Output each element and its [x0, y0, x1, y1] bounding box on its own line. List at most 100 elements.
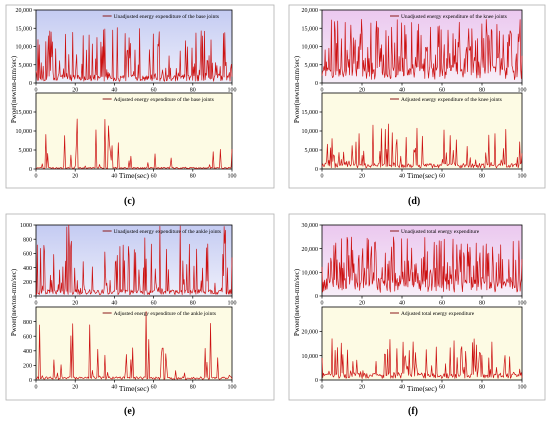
y-tick-label: 0 [315, 167, 318, 173]
legend: Adjusted total energy expenditure [390, 311, 475, 317]
series-line [321, 236, 523, 293]
x-tick-label: 20 [359, 385, 365, 391]
y-tick-label: 400 [23, 266, 32, 272]
y-tick-label: 0 [29, 81, 32, 87]
x-tick-label: 0 [321, 385, 324, 391]
x-tick-label: 0 [35, 88, 38, 94]
legend: Unadjusted energy expenditure of the kne… [390, 13, 507, 20]
legend: Adjusted energy expenditure of the base … [102, 96, 214, 103]
panel-top: 0 10,000 20,000 30,000 0 20 40 60 80 100 Unadjuste… [302, 223, 527, 306]
x-tick-label: 60 [151, 301, 157, 307]
y-tick-label: 10,000 [302, 45, 319, 51]
x-tick-label: 60 [439, 301, 445, 307]
panel-top: 0 200 400 600 800 1000 0 20 40 60 80 100 Unadjusted … [20, 223, 237, 306]
x-axis-label: Time(sec) [407, 171, 438, 180]
legend-label: Unadjusted energy expenditure of the kne… [401, 13, 507, 20]
y-tick-label: 200 [23, 364, 32, 370]
y-tick-label: 10,000 [302, 271, 319, 277]
legend: Unadjusted energy expenditure of the bas… [102, 13, 219, 20]
x-tick-label: 0 [35, 301, 38, 307]
series-line [35, 311, 233, 380]
x-tick-label: 40 [111, 88, 117, 94]
y-tick-label: 1000 [20, 223, 32, 229]
y-tick-label: 0 [315, 294, 318, 300]
x-tick-label: 0 [35, 174, 38, 180]
series-line [321, 18, 523, 80]
x-axis-label: Time(sec) [119, 171, 150, 180]
x-tick-label: 60 [439, 174, 445, 180]
caption-e: (e) [124, 406, 136, 417]
x-tick-label: 100 [518, 301, 527, 307]
series-line [35, 224, 233, 296]
y-tick-label: 10,000 [302, 129, 319, 135]
x-tick-label: 40 [399, 88, 405, 94]
x-tick-label: 100 [518, 174, 527, 180]
y-tick-label: 0 [29, 294, 32, 300]
panel-top: 0 5,000 10,000 15,000 20,000 0 20 40 60 80 100 Unad… [302, 8, 527, 93]
caption-d: (d) [408, 196, 421, 207]
x-tick-label: 0 [35, 385, 38, 391]
x-tick-label: 20 [359, 174, 365, 180]
series-line [321, 123, 523, 169]
chart-f: 0 10,000 20,000 30,000 0 20 40 60 80 100 Unadjuste… [288, 213, 546, 401]
plot-area [35, 92, 233, 170]
x-tick-label: 40 [399, 174, 405, 180]
legend-label: Adjusted energy expenditure of the knee … [401, 96, 502, 103]
figure-frame [288, 213, 546, 401]
x-tick-label: 40 [111, 174, 117, 180]
x-axis-label: Time(sec) [407, 384, 438, 393]
chart-c: 0 5,000 10,000 15,000 20,000 0 20 40 60 80 100 Unad… [5, 4, 275, 189]
y-tick-label: 10,000 [302, 354, 319, 360]
y-tick-label: 5,000 [19, 63, 33, 69]
panel-bottom: 0 5,000 10,000 15,000 0 20 40 60 80 100 Adjusted e… [16, 92, 237, 180]
x-tick-label: 20 [359, 301, 365, 307]
y-tick-label: 20,000 [302, 330, 319, 336]
x-tick-label: 80 [479, 88, 485, 94]
legend-label: Adjusted total energy expenditure [401, 311, 475, 317]
y-tick-label: 5,000 [305, 63, 319, 69]
legend-label: Unadjusted total energy expenditure [401, 229, 480, 235]
panel-bottom: 0 10,000 20,000 0 20 40 60 80 100 Adjusted total … [302, 306, 527, 391]
x-tick-label: 20 [72, 174, 78, 180]
x-tick-label: 80 [190, 301, 196, 307]
x-tick-label: 60 [439, 88, 445, 94]
plot-area [35, 306, 233, 381]
x-tick-label: 60 [151, 88, 157, 94]
panel-bottom: 0 200 400 600 800 0 20 40 60 80 100 Adjusted energy… [23, 306, 237, 391]
y-tick-label: 15,000 [302, 26, 319, 32]
x-tick-label: 20 [72, 88, 78, 94]
x-tick-label: 0 [321, 174, 324, 180]
x-tick-label: 60 [439, 385, 445, 391]
y-tick-label: 0 [315, 81, 318, 87]
x-tick-label: 100 [228, 88, 237, 94]
panel-bottom: 0 5,000 10,000 15,000 0 20 40 60 80 100 Adjusted e… [302, 92, 527, 180]
figure-frame [5, 4, 275, 189]
y-axis-label: Pwoer(newton-mm/sec) [293, 55, 301, 123]
x-tick-label: 40 [111, 301, 117, 307]
legend: Unadjusted energy expenditure of the ank… [102, 228, 221, 235]
series-line [35, 118, 233, 170]
y-tick-label: 800 [23, 320, 32, 326]
chart-d: 0 5,000 10,000 15,000 20,000 0 20 40 60 80 100 Unad… [288, 4, 546, 189]
legend: Adjusted energy expenditure of the ankle… [102, 310, 216, 317]
legend-label: Adjusted energy expenditure of the base … [114, 96, 214, 103]
x-tick-label: 80 [190, 385, 196, 391]
x-tick-label: 20 [72, 301, 78, 307]
legend: Adjusted energy expenditure of the knee … [390, 96, 502, 103]
x-tick-label: 60 [151, 174, 157, 180]
x-tick-label: 80 [479, 174, 485, 180]
y-tick-label: 200 [23, 280, 32, 286]
x-axis-label: Time(sec) [119, 384, 150, 393]
caption-f: (f) [408, 406, 418, 417]
y-tick-label: 0 [29, 167, 32, 173]
x-tick-label: 60 [151, 385, 157, 391]
y-tick-label: 10,000 [16, 129, 33, 135]
legend: Unadjusted total energy expenditure [390, 229, 480, 235]
x-tick-label: 20 [72, 385, 78, 391]
y-tick-label: 20,000 [302, 247, 319, 253]
legend-label: Unadjusted energy expenditure of the ank… [114, 228, 221, 235]
y-tick-label: 5,000 [305, 148, 319, 154]
y-tick-label: 20,000 [302, 8, 319, 14]
